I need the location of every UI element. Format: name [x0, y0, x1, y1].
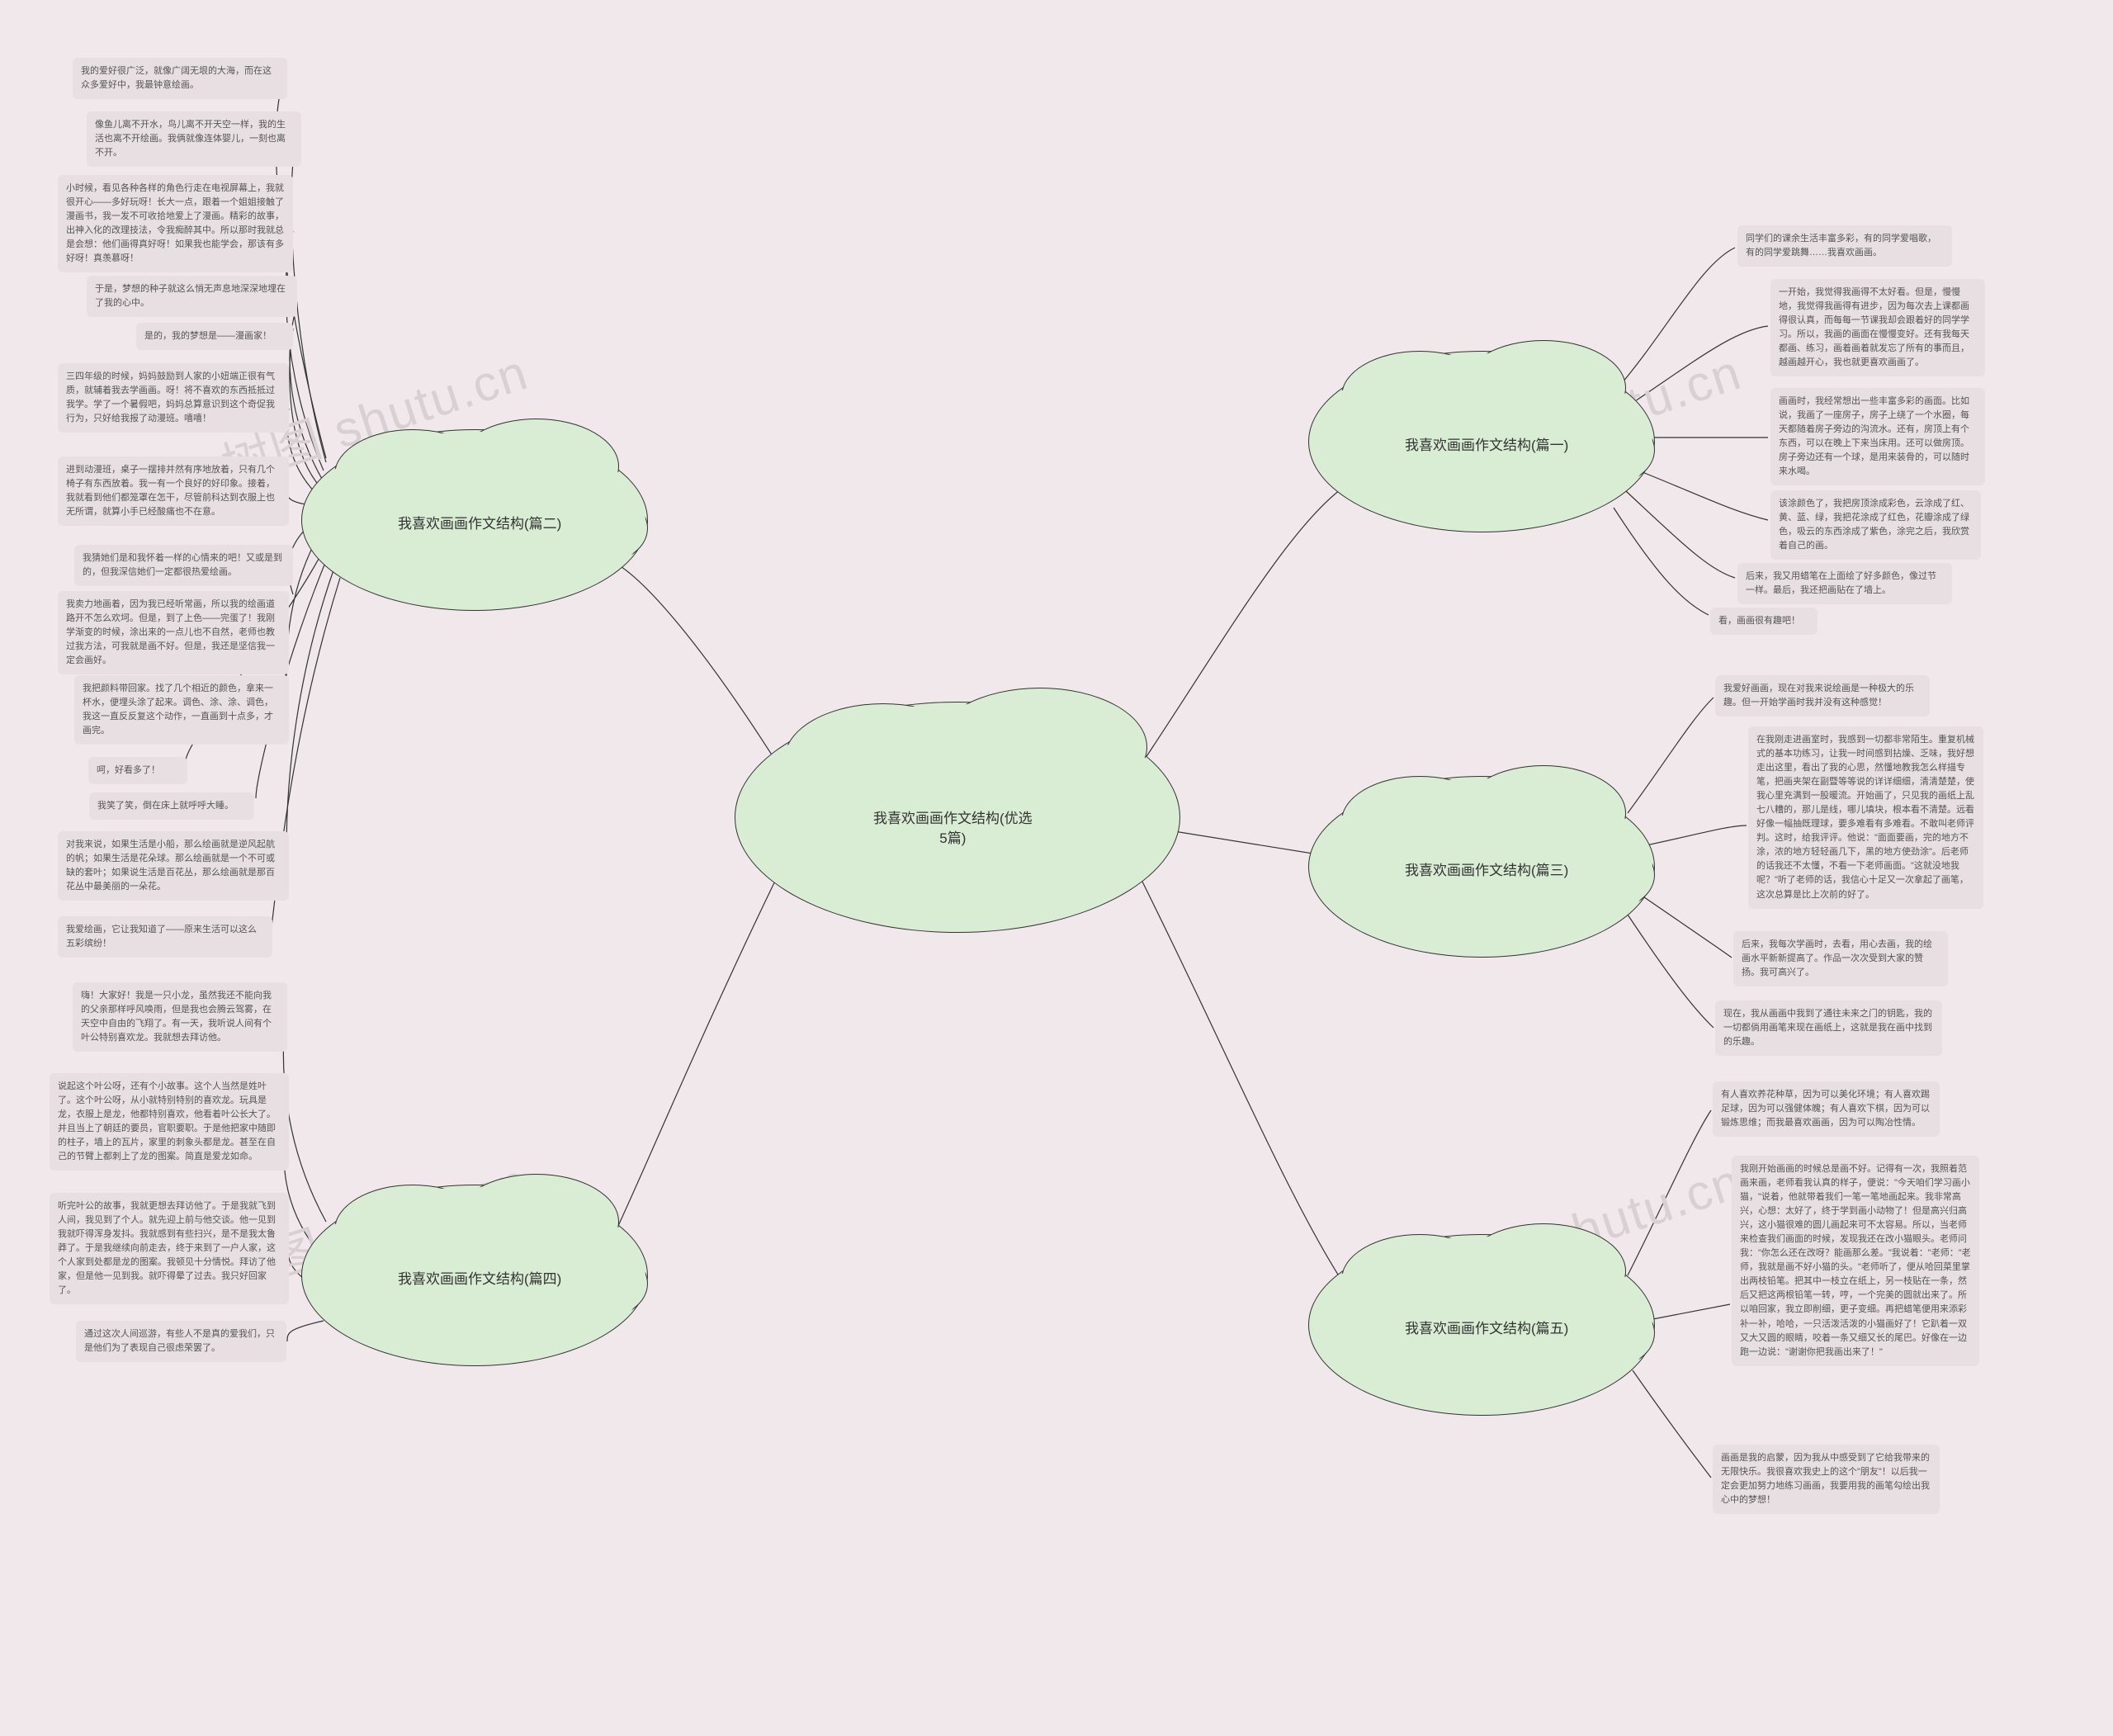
b5-node-bubble-fill	[1323, 1311, 1401, 1372]
b3-note: 我爱好画画，现在对我来说绘画是一种极大的乐趣。但一开始学画时我并没有这种感觉！	[1715, 675, 1930, 717]
edge	[1633, 1370, 1711, 1478]
edge	[1636, 892, 1732, 958]
edge	[290, 304, 322, 479]
b1-note: 看，画画很有趣吧！	[1710, 608, 1818, 635]
b4-note: 说起这个叶公呀，还有个小故事。这个人当然是姓叶了。这个叶公呀，从小就特别特别的喜…	[50, 1073, 289, 1171]
b2-note: 小时候，看见各种各样的角色行走在电视屏幕上，我就很开心——多好玩呀！长大一点，跟…	[58, 175, 293, 272]
b1-note: 该涂颜色了，我把房顶涂成彩色，云涂成了红、黄、蓝、绿，我把花涂成了红色，花瓣涂成…	[1770, 490, 1981, 560]
b2-note: 我卖力地画着，因为我已经听常画，所以我的绘画道路开不怎么欢坷。但是，到了上色——…	[58, 591, 289, 674]
b2-node-label: 我喜欢画画作文结构(篇二)	[398, 514, 561, 534]
edge	[1643, 825, 1747, 846]
b2-note: 于是，梦想的种子就这么悄无声息地深深地埋在了我的心中。	[87, 276, 297, 317]
b2-note: 我猜她们是和我怀着一样的心情来的吧！又或是到的，但我深信她们一定都很热爱绘画。	[74, 545, 293, 586]
edge	[287, 1321, 324, 1341]
b1-note: 后来，我又用蜡笔在上面绘了好多颜色，像过节一样。最后，我还把画贴在了墙上。	[1737, 563, 1952, 604]
b4-node-bubble-fill	[316, 1261, 394, 1322]
b2-note: 我笑了笑，倒在床上就呼呼大睡。	[89, 792, 254, 820]
edge	[1630, 326, 1768, 404]
b2-note: 呵，好看多了！	[88, 757, 187, 784]
b5-note: 画画是我的启蒙，因为我从中感受到了它给我带来的无限快乐。我很喜欢我史上的这个"朋…	[1713, 1445, 1940, 1514]
edge	[1626, 912, 1714, 1028]
b3-note: 现在，我从画画中我到了通往未来之门的钥匙，我的一切都倘用画笔来现在画纸上，这就是…	[1715, 1000, 1942, 1056]
b3-note: 在我刚走进画室时，我感到一切都非常陌生。重复机械式的基本功练习，让我一时间感到拈…	[1748, 726, 1983, 909]
b1-node-bubble-fill	[1323, 428, 1401, 489]
b3-node-bubble-fill	[1567, 843, 1652, 907]
edge	[1628, 1110, 1711, 1275]
b2-node-bubble-fill	[560, 496, 645, 561]
b4-note: 通过这次人间巡游，有些人不是真的爱我们，只是他们为了表现自己很虑荣罢了。	[76, 1321, 286, 1362]
b1-node-bubble-fill	[1567, 418, 1652, 482]
b2-note: 三四年级的时候，妈妈鼓励到人家的小妞端正很有气质，就辅着我去学画画。呀！将不喜欢…	[58, 363, 289, 433]
edge	[612, 561, 780, 768]
edge	[1638, 471, 1768, 520]
b5-node-label: 我喜欢画画作文结构(篇五)	[1405, 1319, 1568, 1339]
b2-note: 我把颜料带回家。找了几个相近的颜色，拿来一杯水，便埋头涂了起来。调色、涂、涂、调…	[74, 675, 289, 745]
b4-node-bubble-fill	[560, 1251, 645, 1316]
edge	[1139, 875, 1344, 1284]
b1-node-label: 我喜欢画画作文结构(篇一)	[1405, 436, 1568, 456]
b1-note: 一开始，我觉得我画得不太好看。但是，慢慢地，我觉得我画得有进步，因为每次去上课都…	[1770, 279, 1985, 376]
edge	[1139, 487, 1344, 768]
edge	[287, 409, 318, 495]
edge	[283, 1019, 326, 1222]
b2-note: 进到动漫班，桌子一摆排并然有序地放着，只有几个椅子有东西放着。我一有一个良好的好…	[58, 456, 289, 526]
b2-note: 我的爱好很广泛，就像广阔无垠的大海，而在这众多爱好中，我最钟意绘画。	[73, 58, 287, 99]
center-node-bubble-fill	[762, 795, 864, 873]
edge	[1618, 248, 1735, 388]
b5-node-bubble-fill	[1567, 1301, 1652, 1365]
edge	[284, 1131, 320, 1255]
b2-node-bubble-fill	[316, 506, 394, 567]
edge	[1614, 508, 1709, 615]
edge	[1628, 698, 1714, 813]
edge	[1626, 491, 1735, 578]
edge	[286, 568, 334, 867]
edge	[290, 329, 320, 487]
b3-node-bubble-fill	[1323, 853, 1401, 914]
b3-node-label: 我喜欢画画作文结构(篇三)	[1405, 861, 1568, 881]
edge	[612, 871, 780, 1238]
edge	[1644, 1304, 1730, 1321]
center-node-bubble-fill	[1063, 783, 1174, 868]
b1-note: 画画时，我经常想出一些丰富多彩的画面。比如说，我画了一座房子，房子上绕了一个水圈…	[1770, 388, 1985, 485]
b5-note: 有人喜欢养花种草，因为可以美化环境；有人喜欢踢足球，因为可以强健体魄；有人喜欢下…	[1713, 1081, 1940, 1137]
b3-note: 后来，我每次学画时，去看，用心去画，我的绘画水平新新提高了。作品一次次受到大家的…	[1733, 931, 1948, 986]
b2-note: 是的，我的梦想是——漫画家！	[136, 323, 293, 350]
b1-note: 同学们的课余生活丰富多彩，有的同学爱唱歌，有的同学爱跳舞……我喜欢画画。	[1737, 225, 1952, 267]
b5-note: 我刚开始画画的时候总是画不好。记得有一次，我照着范画来画，老师看我认真的样子，便…	[1732, 1156, 1979, 1366]
b4-node-label: 我喜欢画画作文结构(篇四)	[398, 1270, 561, 1289]
b2-note: 对我来说，如果生活是小船，那么绘画就是逆风起航的帆；如果生活是花朵球。那么绘画就…	[58, 831, 289, 901]
b2-note: 我爱绘画，它让我知道了——原来生活可以这么五彩缤纷！	[58, 916, 272, 958]
b2-note: 像鱼儿离不开水，鸟儿离不开天空一样，我的生活也离不开绘画。我俩就像连体婴儿，一刻…	[87, 111, 301, 167]
center-node-label: 我喜欢画画作文结构(优选 5篇)	[873, 809, 1033, 849]
b4-note: 嗨！大家好！我是一只小龙，虽然我还不能向我的父亲那样呼风唤雨，但是我也会腾云驾雾…	[73, 982, 287, 1052]
b4-note: 听完叶公的故事，我就更想去拜访他了。于是我就飞到人间，我见到了个人。就先迎上前与…	[50, 1193, 289, 1304]
